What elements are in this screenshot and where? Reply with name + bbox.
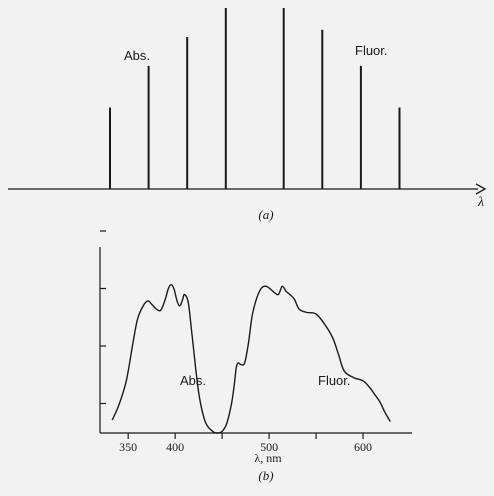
panel-b-spectrum-curve [111, 283, 391, 434]
panel-a-annotation-fluor: Fluor. [355, 43, 388, 58]
panel-a-label: (a) [258, 207, 273, 222]
panel-a-axis-arrowhead [475, 183, 487, 195]
panel-b-annotation-fluor: Fluor. [318, 373, 351, 388]
x-tick-label-350: 350 [119, 440, 137, 454]
panel-b-xlabel: λ, nm [254, 451, 282, 465]
panel-a-xlabel: λ [477, 195, 484, 210]
panel-b-spectrum-plot: 350 400 500 600 Abs. Fluor. λ, nm (b) [99, 230, 412, 483]
panel-b-y-ticks [100, 230, 106, 405]
panel-a-annotation-abs: Abs. [124, 48, 150, 63]
panel-b-label: (b) [258, 468, 273, 483]
x-tick-label-600: 600 [354, 440, 372, 454]
panel-a-line-group [109, 8, 401, 189]
x-tick-label-400: 400 [166, 440, 184, 454]
panel-b-x-ticks: 350 400 500 600 [119, 433, 372, 454]
panel-a-spectrum-lines: Abs. Fluor. λ (a) [8, 8, 487, 222]
panel-b-annotation-abs: Abs. [180, 373, 206, 388]
x-tick-label-500: 500 [260, 440, 278, 454]
